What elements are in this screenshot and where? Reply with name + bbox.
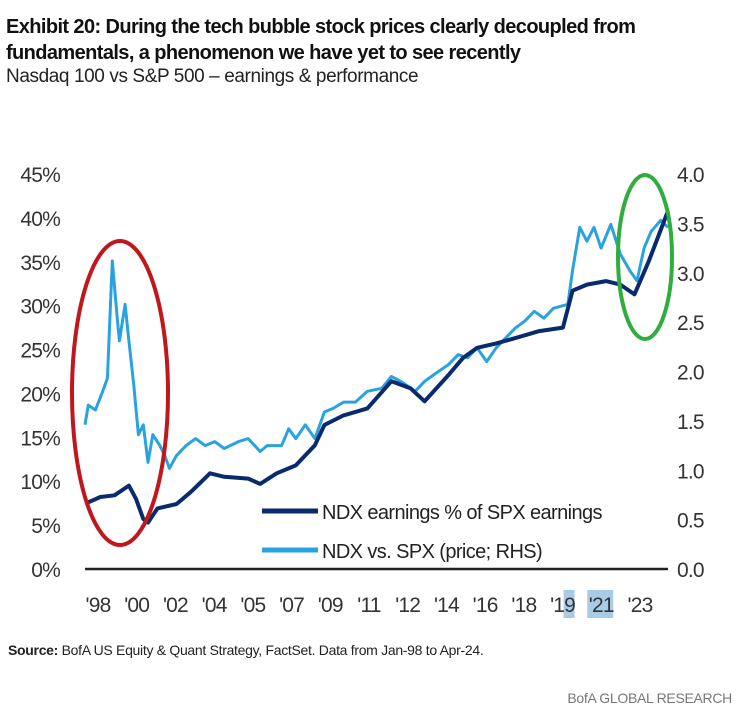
legend: NDX earnings % of SPX earnings NDX vs. S… [262, 502, 603, 563]
right-axis-tick-label: 2.0 [677, 362, 704, 385]
left-axis-tick-label: 35% [20, 252, 60, 275]
x-axis-tick-label: '12 [395, 594, 420, 617]
right-axis-tick-label: 1.0 [677, 460, 704, 483]
x-axis-tick-label: '98 [86, 594, 111, 617]
x-axis-tick-label: '19 [550, 594, 575, 617]
left-axis-ticks: 0% 5% 10% 15% 20% 25% 30% 35% 40% 45% [20, 164, 61, 582]
left-axis-tick-label: 5% [31, 515, 60, 538]
right-axis-tick-label: 3.5 [677, 213, 704, 236]
chart-subtitle: Nasdaq 100 vs S&P 500 – earnings & perfo… [6, 66, 419, 87]
chart-title: Exhibit 20: During the tech bubble stock… [6, 16, 636, 64]
text-selection-highlight [563, 590, 575, 618]
left-axis-tick-label: 15% [20, 427, 60, 450]
right-axis-tick-label: 0.5 [677, 510, 704, 533]
source-text: BofA US Equity & Quant Strategy, FactSet… [58, 642, 484, 658]
left-axis-tick-label: 45% [20, 164, 60, 187]
left-axis-tick-label: 25% [20, 340, 60, 363]
left-axis-tick-label: 20% [20, 383, 60, 406]
x-axis-tick-label: '05 [240, 594, 265, 617]
x-axis-tick-label: '16 [473, 594, 498, 617]
right-axis-tick-label: 4.0 [677, 164, 704, 187]
text-selection-highlight [587, 590, 614, 618]
x-axis-tick-label: '00 [124, 594, 149, 617]
x-axis-tick-label: '04 [202, 594, 228, 617]
legend-label-ndx-earnings: NDX earnings % of SPX earnings [322, 502, 603, 524]
x-axis-tick-label: '21 [589, 594, 614, 617]
right-axis-tick-label: 1.5 [677, 411, 704, 434]
x-axis-tick-label: '14 [434, 594, 460, 617]
left-axis-tick-label: 10% [20, 471, 60, 494]
annotation-ellipse-recent [616, 173, 674, 341]
left-axis-tick-label: 0% [31, 559, 60, 582]
x-axis-tick-label: '23 [628, 594, 653, 617]
x-axis-tick-label: '18 [511, 594, 536, 617]
source-label: Source: [8, 642, 59, 658]
right-axis-tick-label: 0.0 [677, 559, 704, 582]
left-axis-tick-label: 30% [20, 296, 60, 319]
series-line-ndx-spx-price [83, 218, 670, 470]
legend-label-ndx-price: NDX vs. SPX (price; RHS) [322, 541, 542, 563]
series-line-ndx-earnings-share [87, 210, 670, 525]
x-axis-tick-label: '09 [318, 594, 343, 617]
source-note: Source: BofA US Equity & Quant Strategy,… [8, 642, 484, 658]
right-axis-tick-label: 3.0 [677, 263, 704, 286]
x-axis-tick-label: '11 [357, 594, 381, 617]
x-axis-tick-label: '07 [279, 594, 304, 617]
right-axis-ticks: 0.0 0.5 1.0 1.5 2.0 2.5 3.0 3.5 4.0 [677, 164, 705, 582]
x-axis-ticks: '98 '00 '02 '04 '05 '07 '09 '11 '12 '14 '16 '18 '19 '… [86, 590, 653, 618]
annotation-ellipse-tech-bubble [70, 239, 170, 547]
right-axis-tick-label: 2.5 [677, 312, 704, 335]
brand-label: BofA GLOBAL RESEARCH [567, 690, 732, 706]
x-axis-tick-label: '02 [163, 594, 188, 617]
left-axis-tick-label: 40% [20, 208, 60, 231]
